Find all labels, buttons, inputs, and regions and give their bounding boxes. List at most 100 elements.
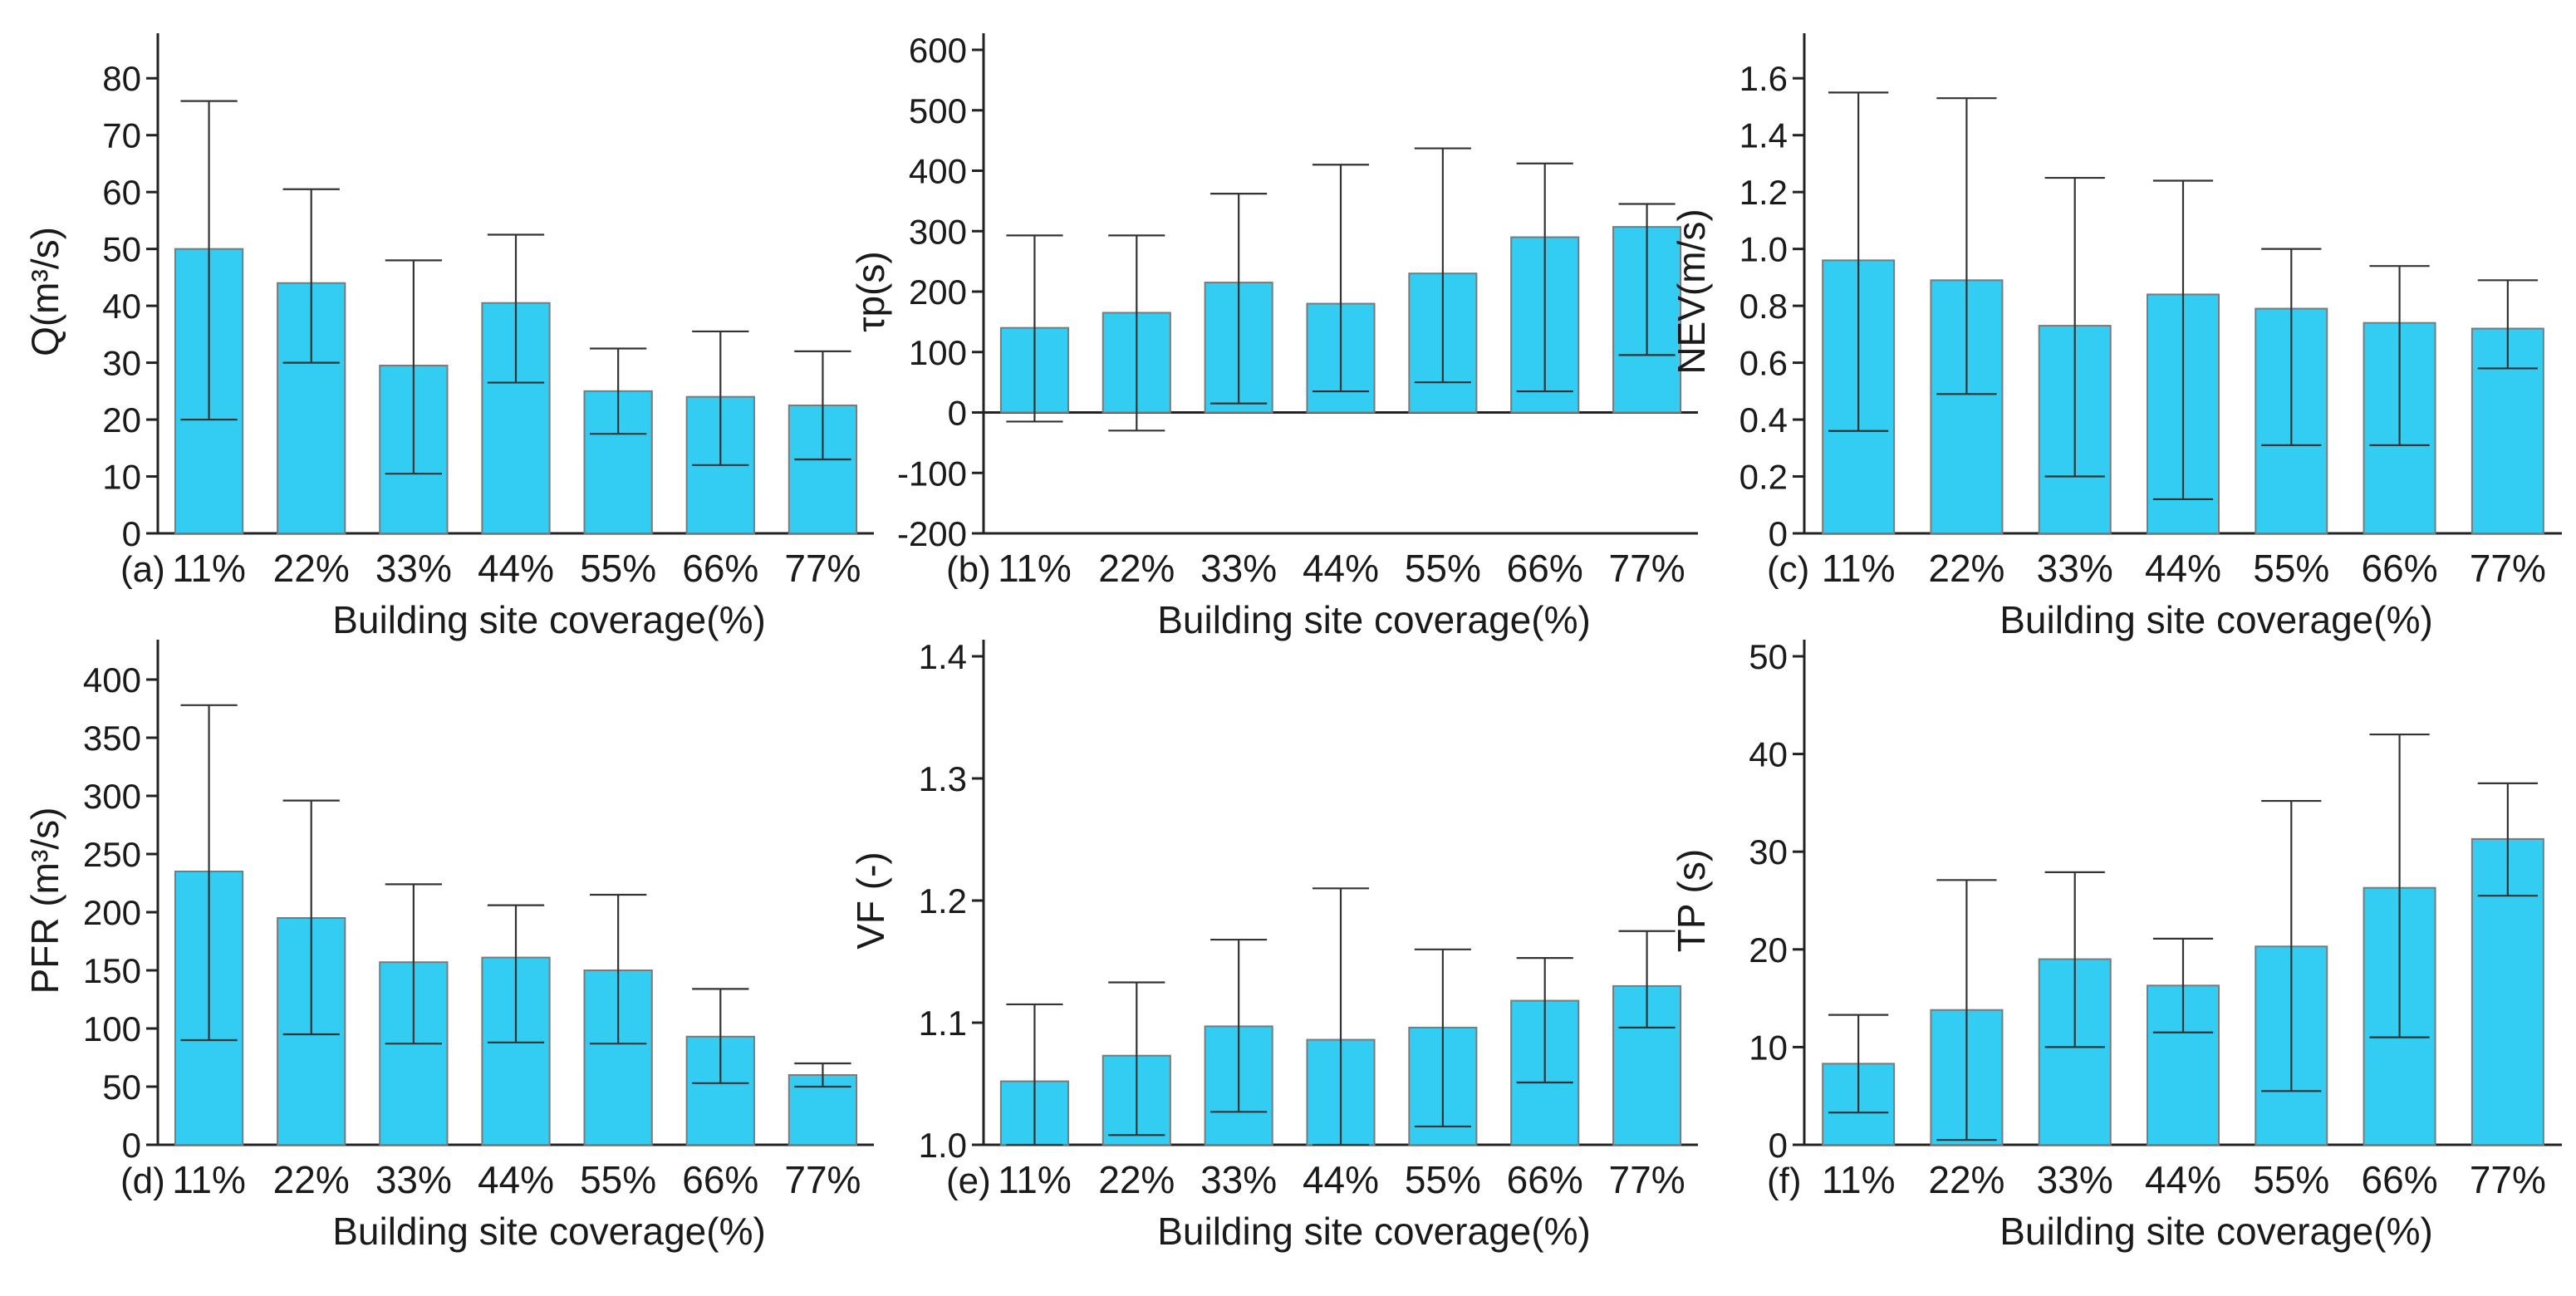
x-tick-label: 44% [2145, 1158, 2221, 1201]
panel-e-vf-chart: 1.0 1.1 1.2 1.3 1.4 11% 22% 33% 44% 55% 66% 77% (e) B… [849, 637, 1698, 1253]
panel-label: (b) [946, 549, 991, 590]
x-tick-label: 55% [580, 547, 656, 590]
panel-d-pfr-chart: 0 50 100 150 200 250 300 350 400 11% 22% 33% 44% 55% 6… [23, 640, 874, 1253]
x-tick-label: 33% [1200, 1158, 1277, 1201]
y-tick-label: 0.2 [1739, 458, 1788, 497]
x-axis-title: Building site coverage(%) [1999, 598, 2433, 641]
y-axis-title: VF (-) [849, 852, 892, 950]
x-tick-label: 77% [1609, 547, 1685, 590]
y-tick-label: 500 [909, 91, 967, 130]
y-tick-label: 1.0 [1739, 230, 1788, 269]
y-tick-label: 1.4 [919, 637, 967, 676]
x-tick-label: 44% [1303, 1158, 1379, 1201]
x-tick-label: 33% [375, 547, 452, 590]
x-tick-label: 22% [1098, 547, 1175, 590]
x-tick-label: 11% [1822, 1158, 1896, 1201]
y-tick-label: 0 [1769, 514, 1788, 553]
x-axis-title: Building site coverage(%) [1157, 1210, 1591, 1253]
y-axis-title: τp(s) [849, 251, 892, 331]
y-tick-label: 400 [83, 660, 141, 700]
x-tick-label: 66% [2362, 547, 2438, 590]
y-tick-label: 400 [909, 152, 967, 191]
x-tick-label: 11% [1822, 547, 1896, 590]
panel-f-tp-chart: 0 10 20 30 40 50 11% 22% 33% 44% 55% 66% 77% (f) Build… [1670, 637, 2562, 1253]
x-axis-title: Building site coverage(%) [1999, 1210, 2433, 1253]
x-tick-label: 33% [1200, 547, 1277, 590]
x-tick-label: 22% [273, 547, 350, 590]
x-tick-label: 11% [172, 1158, 246, 1201]
x-tick-label: 66% [1507, 1158, 1583, 1201]
y-axis-title: NEV(m/s) [1670, 209, 1713, 374]
x-tick-label: 33% [2037, 1158, 2113, 1201]
x-tick-label: 77% [784, 1158, 861, 1201]
y-tick-label: 200 [909, 272, 967, 312]
panel-c-nev-chart: 0 0.2 0.4 0.6 0.8 1.0 1.2 1.4 1.6 11% 22% 33% 44% 55%… [1670, 33, 2562, 641]
x-tick-label: 33% [375, 1158, 452, 1201]
y-tick-label: -100 [897, 454, 967, 493]
x-tick-label: 11% [998, 1158, 1072, 1201]
x-tick-label: 55% [2253, 547, 2329, 590]
y-tick-label: 0 [1769, 1126, 1788, 1165]
x-tick-label: 22% [1928, 1158, 2004, 1201]
y-tick-label: 0 [948, 394, 967, 433]
y-tick-label: 300 [909, 212, 967, 251]
x-axis-title: Building site coverage(%) [332, 598, 766, 641]
panel-label: (d) [120, 1161, 165, 1201]
y-tick-label: 0.6 [1739, 344, 1788, 383]
x-tick-label: 66% [682, 547, 758, 590]
y-tick-label: 200 [83, 893, 141, 932]
y-tick-label: 50 [102, 1068, 141, 1107]
panel-label: (f) [1767, 1161, 1802, 1201]
y-tick-label: 1.1 [919, 1004, 967, 1043]
x-tick-label: 11% [172, 547, 246, 590]
y-tick-label: 20 [1749, 930, 1788, 970]
y-tick-label: 1.0 [919, 1126, 967, 1165]
panel-b-tau-chart: -200 -100 0 100 200 300 400 500 600 11% 22% 33% 44% 5… [849, 31, 1698, 641]
x-tick-label: 33% [2037, 547, 2113, 590]
y-tick-label: 20 [102, 400, 141, 439]
x-tick-label: 66% [2362, 1158, 2438, 1201]
x-tick-label: 11% [998, 547, 1072, 590]
y-tick-label: 1.6 [1739, 59, 1788, 98]
x-tick-label: 55% [1405, 547, 1481, 590]
y-tick-label: 50 [102, 230, 141, 269]
y-tick-label: 0 [122, 1126, 141, 1165]
y-tick-label: 30 [102, 344, 141, 383]
x-tick-label: 77% [1609, 1158, 1685, 1201]
y-tick-label: 10 [102, 458, 141, 497]
y-tick-label: 60 [102, 173, 141, 212]
y-tick-label: 40 [1749, 735, 1788, 774]
x-tick-label: 44% [2145, 547, 2221, 590]
panel-label: (c) [1767, 549, 1809, 590]
panel-label: (a) [120, 549, 165, 590]
y-tick-label: 30 [1749, 832, 1788, 871]
x-tick-label: 44% [1303, 547, 1379, 590]
x-tick-label: 77% [2470, 547, 2546, 590]
y-tick-label: 600 [909, 31, 967, 70]
y-tick-label: 0 [122, 514, 141, 553]
y-tick-label: 300 [83, 777, 141, 816]
x-axis-title: Building site coverage(%) [332, 1210, 766, 1253]
y-tick-label: 70 [102, 116, 141, 155]
y-tick-label: 100 [909, 333, 967, 372]
x-tick-label: 66% [1507, 547, 1583, 590]
y-tick-label: -200 [897, 514, 967, 553]
x-tick-label: 66% [682, 1158, 758, 1201]
y-tick-label: 80 [102, 59, 141, 98]
x-tick-label: 44% [478, 547, 554, 590]
y-tick-label: 1.3 [919, 759, 967, 798]
panel-label: (e) [946, 1161, 991, 1201]
y-tick-label: 10 [1749, 1028, 1788, 1067]
x-tick-label: 55% [1405, 1158, 1481, 1201]
x-tick-label: 77% [784, 547, 861, 590]
bar [481, 302, 551, 534]
y-axis-title: PFR (m³/s) [23, 808, 66, 994]
y-tick-label: 0.4 [1739, 400, 1788, 439]
y-tick-label: 1.2 [1739, 173, 1788, 212]
y-axis-title: Q(m³/s) [23, 227, 66, 356]
y-tick-label: 50 [1749, 637, 1788, 676]
x-tick-label: 22% [1928, 547, 2004, 590]
y-tick-label: 0.8 [1739, 287, 1788, 326]
x-tick-label: 55% [580, 1158, 656, 1201]
